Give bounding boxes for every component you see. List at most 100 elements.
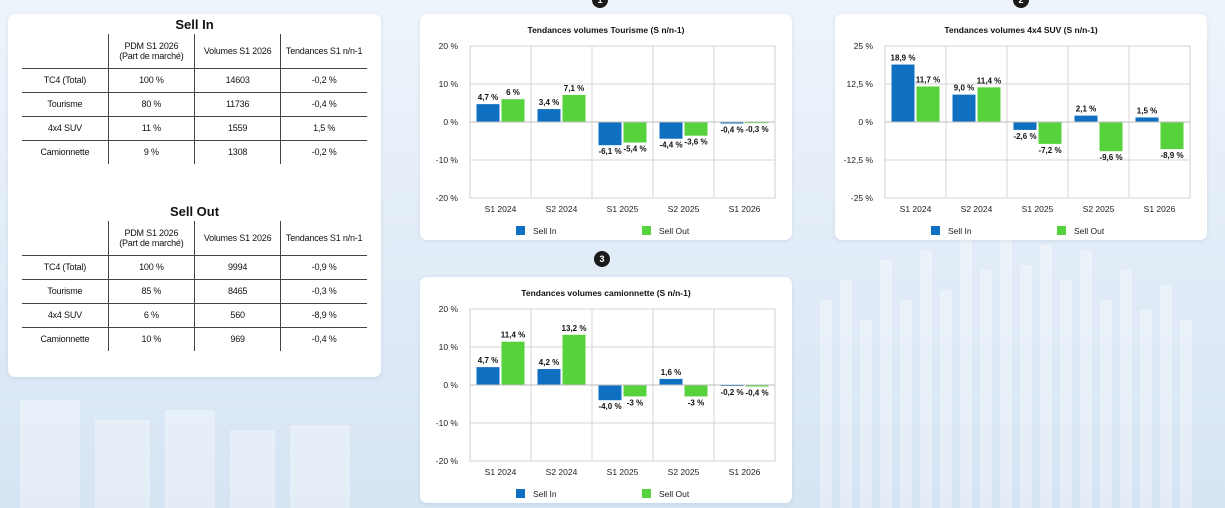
bar-sell-in <box>476 104 500 122</box>
bar-sell-out <box>562 334 586 385</box>
x-tick-label: S1 2024 <box>485 467 517 477</box>
table-header-label: Tendances S1 n/n-1 <box>285 45 363 56</box>
y-tick-label: -10 % <box>436 418 459 428</box>
table-row: TC4 (Total) 100 % 14603 -0,2 % <box>22 68 367 93</box>
chart-card-4x4-suv: Tendances volumes 4x4 SUV (S n/n-1) 25 % 1… <box>835 14 1207 240</box>
badge-2: 2 <box>1013 0 1029 8</box>
sell-in-title: Sell In <box>175 17 214 32</box>
data-label: -4,4 % <box>659 141 682 150</box>
y-tick-label: 12,5 % <box>847 79 874 89</box>
x-tick-label: S1 2026 <box>729 467 761 477</box>
bar-sell-out <box>623 385 647 397</box>
legend-label: Sell Out <box>1074 226 1105 236</box>
y-tick-label: 10 % <box>439 79 459 89</box>
legend-label: Sell In <box>533 226 557 236</box>
table-cell: 9994 <box>193 255 281 280</box>
tables-card: Sell In PDM S1 2026 (Part de marché) Volum… <box>8 14 381 377</box>
x-tick-label: S2 2025 <box>1083 204 1115 214</box>
table-cell: -0,2 % <box>280 68 367 93</box>
table-cell: 969 <box>193 327 281 351</box>
data-label: -3,6 % <box>684 138 707 147</box>
bar-sell-out <box>562 95 586 122</box>
bar-sell-out <box>684 122 708 136</box>
table-cell: 4x4 SUV <box>22 116 109 141</box>
x-tick-label: S1 2025 <box>1022 204 1054 214</box>
x-tick-label: S1 2026 <box>729 204 761 214</box>
table-header-label: Volumes S1 2026 <box>203 232 272 243</box>
y-tick-label: -12,5 % <box>844 155 874 165</box>
table-header-label: PDM S1 2026 <box>124 40 179 51</box>
x-tick-label: S2 2025 <box>668 467 700 477</box>
bar-sell-out <box>501 99 525 122</box>
y-tick-label: 25 % <box>854 41 874 51</box>
table-cell: 9 % <box>107 140 195 164</box>
table-row: Tourisme 80 % 11736 -0,4 % <box>22 92 367 117</box>
sell-in-table: PDM S1 2026 (Part de marché) Volumes S1 20… <box>22 34 367 164</box>
x-tick-label: S2 2024 <box>546 467 578 477</box>
data-label: -3 % <box>688 398 704 407</box>
table-cell: -0,4 % <box>280 327 367 351</box>
legend-swatch <box>642 226 651 235</box>
bar-sell-out <box>684 385 708 397</box>
data-label: 13,2 % <box>562 324 587 333</box>
bar-sell-out <box>916 86 940 122</box>
bar-sell-in <box>598 385 622 401</box>
table-cell: 10 % <box>107 327 195 351</box>
x-tick-label: S2 2024 <box>546 204 578 214</box>
table-cell: 85 % <box>107 279 195 304</box>
table-cell: Camionnette <box>40 334 90 345</box>
table-cell: 1,5 % <box>280 116 367 141</box>
camionnette-chart: Tendances volumes camionnette (S n/n-1) 2… <box>436 288 776 499</box>
chart-card-tourisme: Tendances volumes Tourisme (S n/n-1) 20 %… <box>420 14 792 240</box>
data-label: 3,4 % <box>539 98 559 107</box>
data-label: -0,4 % <box>745 389 768 398</box>
bar-sell-in <box>659 122 683 139</box>
x-tick-label: S1 2024 <box>485 204 517 214</box>
data-label: 11,4 % <box>501 331 525 340</box>
bar-sell-in <box>1135 117 1159 122</box>
data-label: -9,6 % <box>1099 153 1122 162</box>
legend-swatch <box>1057 226 1066 235</box>
data-label: -6,1 % <box>598 147 621 156</box>
bar-sell-in <box>952 94 976 122</box>
data-label: 1,5 % <box>1137 106 1157 115</box>
table-cell: Tourisme <box>22 92 109 117</box>
table-cell: 6 % <box>107 303 195 328</box>
table-header-sublabel: (Part de marché) <box>119 50 184 61</box>
legend-swatch <box>931 226 940 235</box>
suv-chart: Tendances volumes 4x4 SUV (S n/n-1) 25 % 1… <box>844 25 1191 236</box>
table-header-label: Volumes S1 2026 <box>203 45 272 56</box>
data-label: 7,1 % <box>564 84 584 93</box>
chart-title: Tendances volumes 4x4 SUV (S n/n-1) <box>944 25 1098 35</box>
table-header-blank <box>22 34 109 69</box>
bar-sell-out <box>1038 122 1062 144</box>
table-cell: 14603 <box>193 68 281 93</box>
x-tick-label: S2 2025 <box>668 204 700 214</box>
table-row: Tourisme 85 % 8465 -0,3 % <box>22 279 367 304</box>
table-cell: -0,2 % <box>280 140 367 164</box>
legend-label: Sell Out <box>659 489 690 499</box>
x-tick-label: S1 2025 <box>607 204 639 214</box>
bar-sell-in <box>598 122 622 146</box>
table-row: Camionnette 9 % 1308 -0,2 % <box>22 140 367 164</box>
table-header-tendances: Tendances S1 n/n-1 <box>280 221 367 256</box>
table-cell: -0,9 % <box>280 255 367 280</box>
legend-swatch <box>642 489 651 498</box>
data-label: 4,7 % <box>478 356 498 365</box>
table-cell: Camionnette <box>40 147 90 158</box>
sell-out-table: PDM S1 2026 (Part de marché) Volumes S1 20… <box>22 221 367 351</box>
table-cell: 8465 <box>193 279 281 304</box>
y-tick-label: -10 % <box>436 155 459 165</box>
x-tick-label: S1 2026 <box>1144 204 1176 214</box>
table-header-pdm: PDM S1 2026 (Part de marché) <box>107 34 195 69</box>
bar-sell-out <box>977 87 1001 122</box>
y-tick-label: 10 % <box>439 342 459 352</box>
data-label: -0,3 % <box>745 125 768 134</box>
bar-sell-in <box>476 367 500 385</box>
data-label: 11,7 % <box>916 75 940 84</box>
x-tick-label: S1 2024 <box>900 204 932 214</box>
y-tick-label: -20 % <box>436 456 459 466</box>
badge-3: 3 <box>594 251 610 267</box>
data-label: -4,0 % <box>598 402 621 411</box>
table-header-tendances: Tendances S1 n/n-1 <box>280 34 367 69</box>
